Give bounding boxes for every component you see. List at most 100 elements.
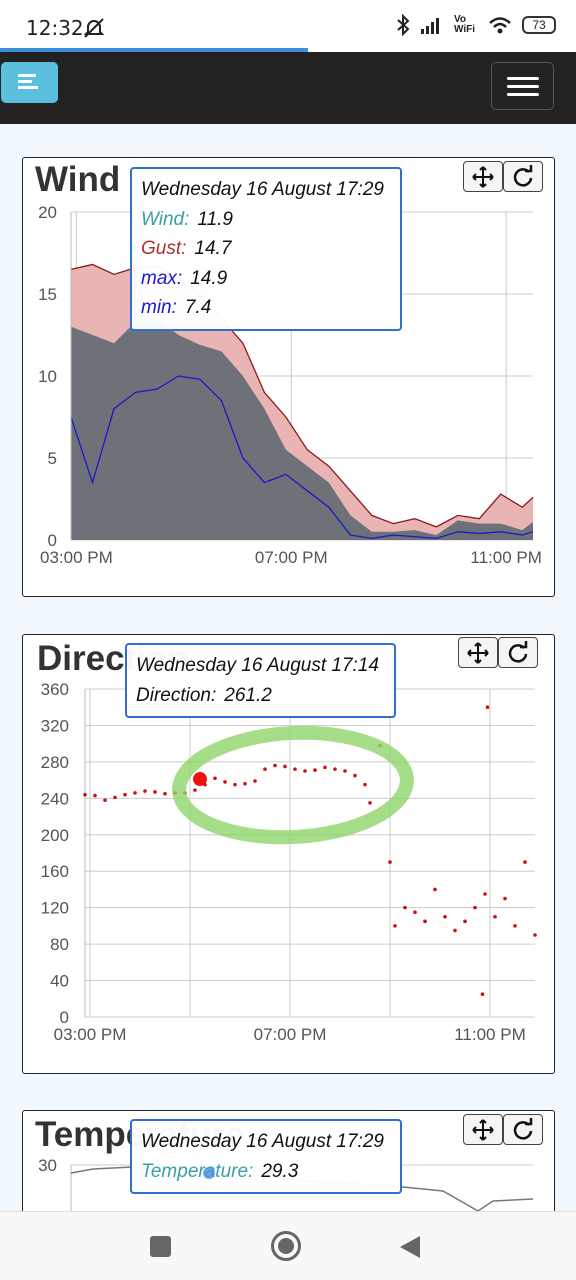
direction-point <box>143 789 147 793</box>
direction-point <box>503 896 507 901</box>
wind-y-tick: 0 <box>48 531 57 550</box>
direction-point <box>113 795 117 800</box>
temperature-value: 29.3 <box>261 1160 299 1182</box>
wind-panel: Wind 0 5 10 15 20 03:00 PM 07:00 PM 11:00 PM We… <box>22 157 555 597</box>
direction-point <box>403 905 407 910</box>
temperature-tooltip-header: Wednesday 16 August 17:29 <box>141 1131 384 1152</box>
direction-panel: Direction 0 40 80 120 160 200 240 280 320 360 03:0… <box>22 634 555 1074</box>
direction-y-tick: 80 <box>50 935 69 954</box>
move-arrows-icon <box>472 1119 494 1141</box>
direction-point <box>368 801 372 805</box>
direction-y-tick: 280 <box>41 753 69 772</box>
direction-highlight-point <box>193 772 207 787</box>
direction-point <box>533 933 537 937</box>
direction-point <box>93 793 97 798</box>
direction-point <box>523 860 527 864</box>
cell-signal-icon <box>421 18 439 34</box>
home-button[interactable] <box>271 1231 301 1261</box>
direction-point <box>123 792 127 797</box>
direction-y-tick: 240 <box>41 789 69 808</box>
wind-x-tick: 07:00 PM <box>255 548 328 567</box>
home-dot <box>278 1238 294 1254</box>
wind-tooltip: Wednesday 16 August 17:29 Wind: 11.9 Gust… <box>130 167 402 331</box>
direction-point <box>463 919 467 924</box>
direction-point <box>133 791 137 795</box>
move-arrows-icon <box>467 642 489 664</box>
direction-point <box>163 791 167 796</box>
direction-point <box>343 769 347 773</box>
direction-point <box>153 790 157 794</box>
temp-y-tick: 30 <box>38 1156 57 1175</box>
navbar <box>0 52 576 124</box>
gust-label: Gust: <box>141 238 187 259</box>
wind-y-tick: 5 <box>48 449 57 468</box>
direction-point <box>473 905 477 910</box>
bars-icon <box>18 74 36 77</box>
direction-point <box>433 887 437 892</box>
direction-point <box>423 919 427 924</box>
direction-point <box>253 779 257 783</box>
direction-point <box>480 992 485 997</box>
direction-y-tick: 160 <box>41 862 69 881</box>
direction-point <box>388 860 392 864</box>
direction-point <box>453 928 457 933</box>
wind-chart[interactable]: 0 5 10 15 20 03:00 PM 07:00 PM 11:00 PM <box>23 158 555 597</box>
wind-label: Wind: <box>141 208 190 230</box>
direction-y-tick: 200 <box>41 826 69 845</box>
menu-toggle-button[interactable] <box>491 62 554 110</box>
direction-point <box>323 765 327 770</box>
wind-reset-button[interactable] <box>503 161 543 192</box>
direction-chart[interactable]: 0 40 80 120 160 200 240 280 320 360 03:00 PM 07:00 … <box>23 635 555 1074</box>
direction-reset-button[interactable] <box>498 637 538 668</box>
direction-point <box>283 764 287 769</box>
max-line <box>70 375 534 540</box>
direction-label: Direction: <box>136 684 217 706</box>
direction-point <box>413 910 417 915</box>
vowifi-label: Vo WiFi <box>454 14 476 35</box>
brand-button[interactable] <box>1 62 58 103</box>
direction-point <box>273 763 277 768</box>
direction-x-tick: 07:00 PM <box>254 1025 327 1044</box>
temperature-reset-button[interactable] <box>503 1114 543 1145</box>
gust-value: 14.7 <box>194 238 232 259</box>
wind-x-tick: 03:00 PM <box>40 548 113 567</box>
wind-title: Wind <box>35 160 121 199</box>
min-value: 7.4 <box>184 297 212 318</box>
wind-pan-button[interactable] <box>463 161 503 192</box>
battery-indicator: 73 <box>522 16 556 34</box>
temperature-pan-button[interactable] <box>463 1114 503 1145</box>
direction-point <box>485 705 490 710</box>
direction-point <box>513 924 517 928</box>
wind-y-tick: 10 <box>38 367 57 386</box>
direction-point <box>483 892 487 896</box>
back-triangle-icon[interactable] <box>398 1234 422 1260</box>
hamburger-icon <box>507 77 539 80</box>
temperature-tooltip: Wednesday 16 August 17:29 Temperature: 29… <box>130 1119 402 1194</box>
reset-zoom-icon <box>513 165 533 187</box>
direction-point <box>263 767 267 771</box>
direction-value: 261.2 <box>224 684 272 706</box>
recent-apps-button[interactable] <box>150 1236 171 1257</box>
max-value: 14.9 <box>190 267 228 289</box>
wind-y-tick: 20 <box>38 203 57 222</box>
direction-pan-button[interactable] <box>458 637 498 668</box>
system-nav-bar <box>0 1211 576 1280</box>
reset-zoom-icon <box>508 641 528 663</box>
direction-x-tick: 11:00 PM <box>454 1025 526 1044</box>
direction-point <box>193 788 197 792</box>
direction-point <box>333 767 337 771</box>
direction-point <box>223 780 227 784</box>
direction-point <box>353 773 357 778</box>
status-time: 12:32 <box>26 16 84 40</box>
status-bar: 12:32 Vo WiFi 73 <box>0 0 576 52</box>
direction-x-tick: 03:00 PM <box>54 1025 127 1044</box>
direction-point <box>243 781 247 786</box>
direction-tooltip-header: Wednesday 16 August 17:14 <box>136 655 379 676</box>
wind-y-tick: 15 <box>38 285 57 304</box>
wind-area <box>71 318 533 540</box>
move-arrows-icon <box>472 166 494 188</box>
direction-point <box>83 792 87 797</box>
direction-point <box>393 924 397 928</box>
direction-tooltip: Wednesday 16 August 17:14 Direction: 261.… <box>125 643 396 718</box>
annotation-ellipse <box>172 725 414 845</box>
